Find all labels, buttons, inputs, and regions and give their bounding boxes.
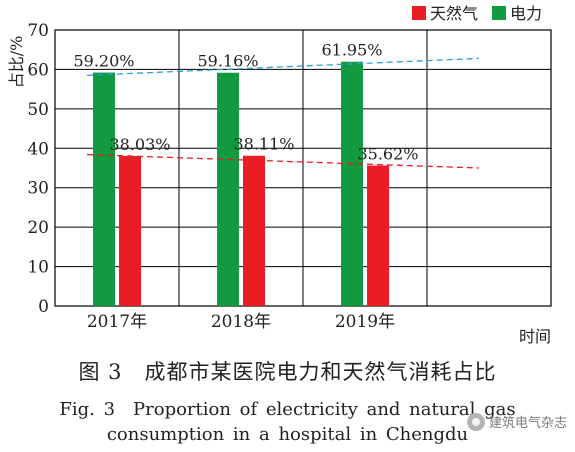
legend-label: 天然气 — [430, 4, 478, 23]
trendline-electricity — [86, 57, 480, 76]
y-tick-label: 70 — [27, 21, 49, 41]
caption-english-line1: Fig. 3 Proportion of electricity and nat… — [59, 399, 516, 420]
bar-electricity — [93, 72, 115, 306]
watermark-text: 建筑电气杂志 — [488, 416, 567, 431]
plot-frame — [54, 29, 552, 307]
data-label: 35.62% — [357, 145, 418, 164]
data-label: 38.03% — [109, 135, 170, 154]
y-tick-label: 60 — [27, 60, 49, 80]
legend-label: 电力 — [510, 4, 542, 23]
x-tick-label: 2018年 — [211, 312, 271, 332]
bar-gas — [243, 155, 265, 306]
legend-swatch — [412, 6, 426, 20]
legend-swatch — [492, 6, 506, 20]
y-axis-label: 占比/% — [7, 36, 26, 89]
bar-electricity — [341, 61, 363, 306]
x-axis-label: 时间 — [519, 327, 551, 346]
bar-gas — [119, 156, 141, 306]
watermark: 建筑电气杂志 — [466, 412, 567, 431]
y-tick-label: 40 — [27, 139, 49, 159]
data-label: 59.20% — [73, 52, 134, 71]
wechat-like-icon — [466, 412, 485, 431]
bar-electricity — [217, 72, 239, 306]
y-tick-label: 30 — [27, 179, 49, 199]
y-tick-label: 20 — [27, 218, 49, 238]
x-tick-label: 2019年 — [335, 312, 395, 332]
caption-chinese: 图 3 成都市某医院电力和天然气消耗占比 — [78, 360, 497, 384]
data-label: 59.16% — [197, 52, 258, 71]
bar-gas — [367, 165, 389, 306]
data-label: 38.11% — [233, 135, 294, 154]
trendline-gas — [86, 153, 480, 169]
data-label: 61.95% — [321, 41, 382, 60]
caption-english-line2: consumption in a hospital in Chengdu — [106, 424, 469, 445]
y-tick-label: 10 — [27, 258, 49, 278]
y-tick-label: 0 — [38, 297, 49, 317]
y-tick-label: 50 — [27, 100, 49, 120]
x-tick-label: 2017年 — [87, 312, 147, 332]
